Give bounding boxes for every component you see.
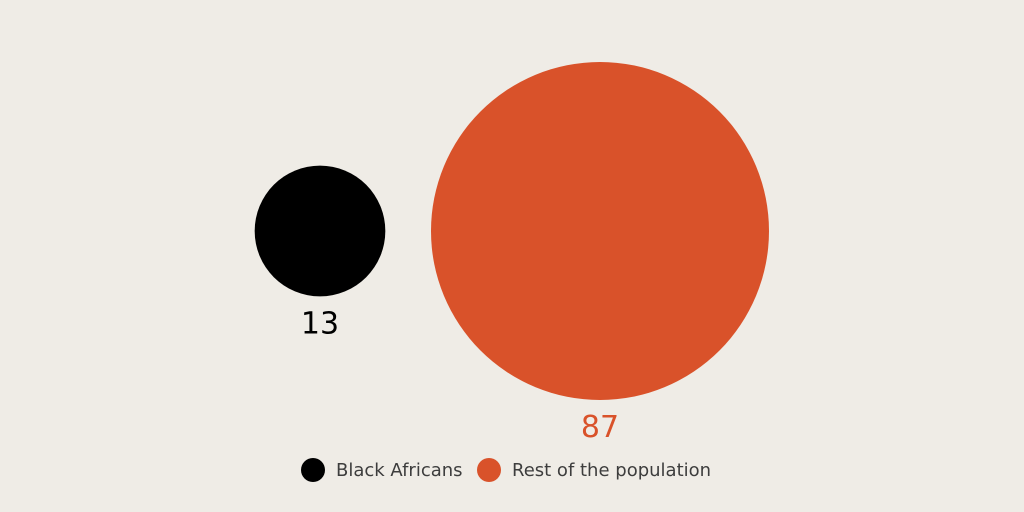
value-label-black-africans: 13 [301, 306, 339, 341]
legend: Black Africans Rest of the population [301, 458, 711, 482]
value-label-rest-of-the-population: 87 [581, 410, 619, 445]
value-labels-group: 13 87 [301, 306, 619, 445]
legend-swatch-rest-of-the-population [477, 458, 501, 482]
bubble-black-africans [254, 165, 386, 297]
legend-swatch-black-africans [301, 458, 325, 482]
bubble-rest-of-the-population [431, 62, 769, 400]
bubbles-group [254, 62, 769, 400]
legend-label-rest-of-the-population: Rest of the population [512, 460, 711, 481]
legend-label-black-africans: Black Africans [336, 460, 463, 481]
